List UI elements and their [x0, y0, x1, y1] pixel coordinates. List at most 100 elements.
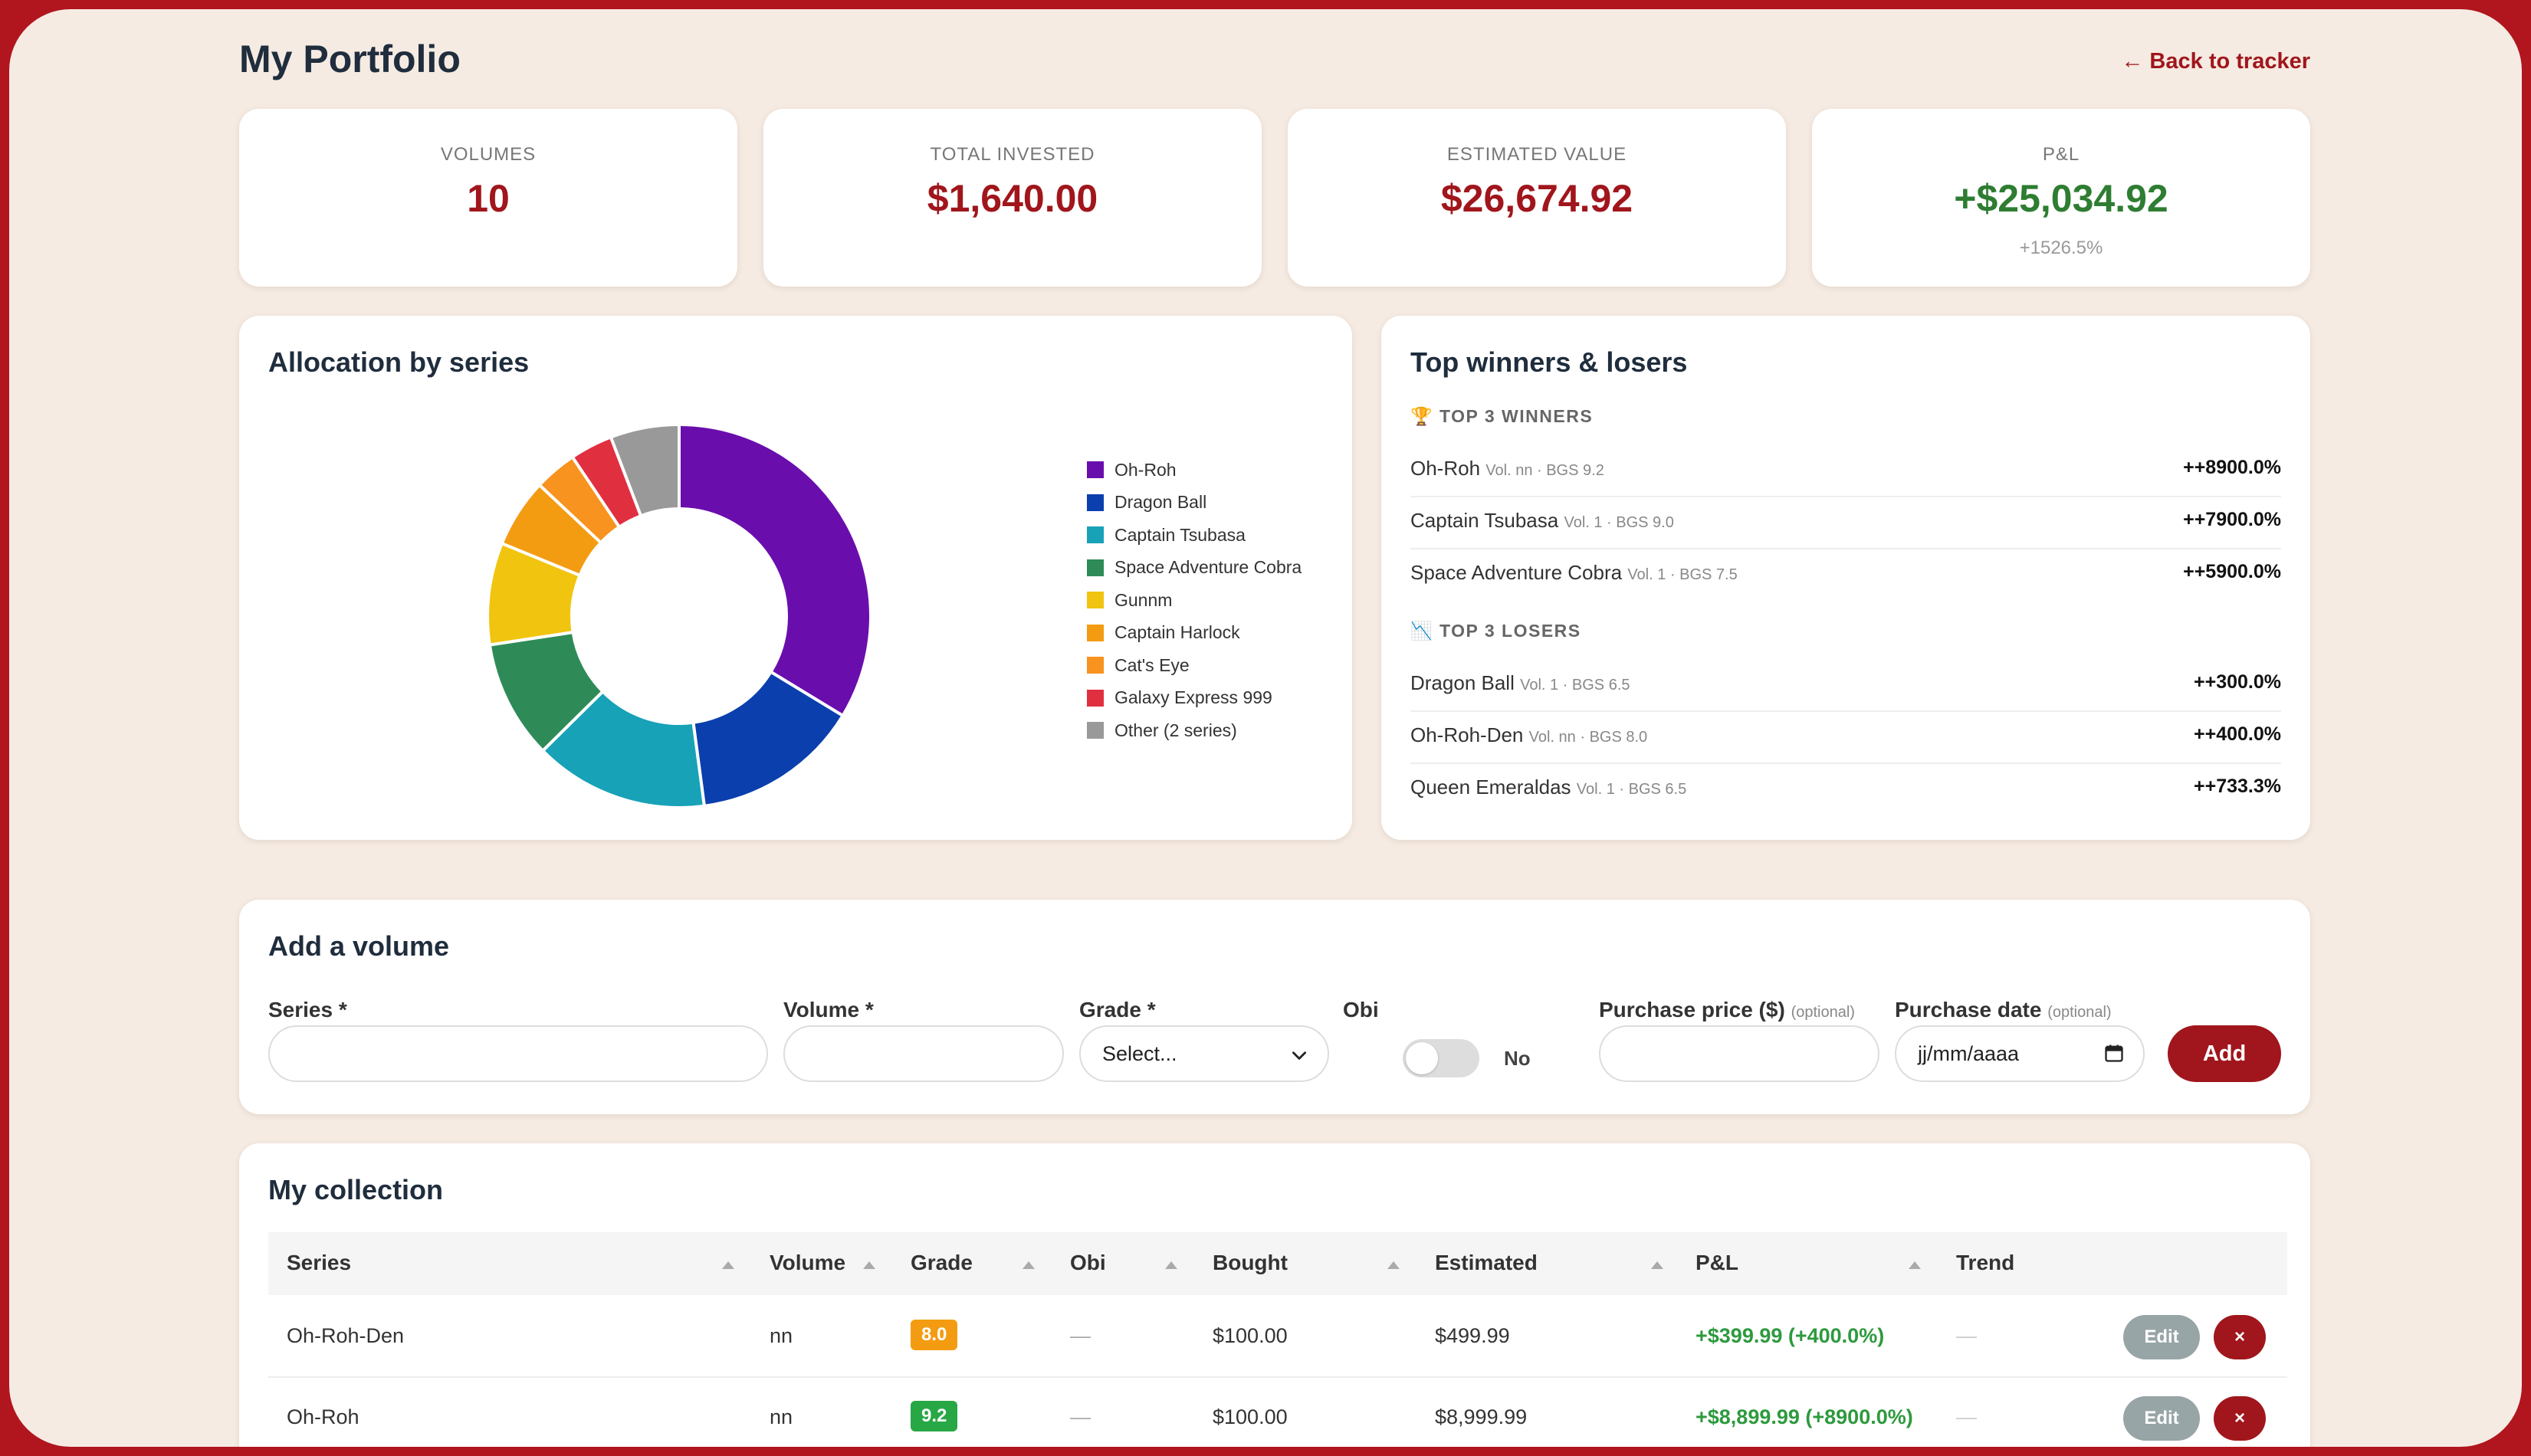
- edit-button[interactable]: Edit: [2123, 1315, 2200, 1359]
- collection-table-header: Series Volume Grade Obi Bought Estimated…: [268, 1232, 2287, 1295]
- stat-card-estimated-value: ESTIMATED VALUE $26,674.92: [1288, 109, 1786, 287]
- legend-swatch: [1087, 559, 1104, 576]
- legend-item[interactable]: Oh-Roh: [1087, 454, 1302, 487]
- back-to-tracker-link[interactable]: ← Back to tracker: [2121, 49, 2310, 74]
- grade-select[interactable]: Select...: [1079, 1025, 1329, 1082]
- legend-label: Space Adventure Cobra: [1114, 557, 1302, 578]
- collection-title: My collection: [268, 1174, 444, 1205]
- loser-series: Dragon Ball Vol. 1 · BGS 6.5: [1410, 671, 1630, 695]
- grade-select-value: Select...: [1102, 1042, 1177, 1065]
- obi-toggle-text: No: [1504, 1047, 1531, 1070]
- sort-icon[interactable]: [722, 1261, 734, 1269]
- chevron-down-icon: [1292, 1051, 1306, 1060]
- winner-series: Captain Tsubasa Vol. 1 · BGS 9.0: [1410, 509, 1674, 533]
- column-header-bought[interactable]: Bought: [1213, 1251, 1288, 1274]
- legend-swatch: [1087, 526, 1104, 544]
- cell-estimated: $499.99: [1435, 1324, 1510, 1347]
- calendar-icon[interactable]: [2103, 1042, 2125, 1064]
- edit-button[interactable]: Edit: [2123, 1396, 2200, 1441]
- column-header-estimated[interactable]: Estimated: [1435, 1251, 1538, 1274]
- legend-swatch: [1087, 461, 1104, 479]
- delete-button[interactable]: ×: [2214, 1315, 2266, 1359]
- legend-label: Captain Harlock: [1114, 622, 1240, 643]
- loser-value: ++400.0%: [2194, 723, 2281, 745]
- grade-badge: 9.2: [911, 1401, 958, 1431]
- sort-icon[interactable]: [1023, 1261, 1035, 1269]
- winner-value: ++8900.0%: [2183, 457, 2281, 478]
- allocation-card: Allocation by series Oh-Roh Dragon Ball Ca…: [239, 316, 1352, 840]
- purchase-date-label-text: Purchase date: [1895, 998, 2042, 1021]
- legend-item[interactable]: Captain Harlock: [1087, 617, 1302, 650]
- column-header-pnl[interactable]: P&L: [1696, 1251, 1738, 1274]
- cell-trend: —: [1956, 1405, 1977, 1428]
- winner-row: Oh-Roh Vol. nn · BGS 9.2 ++8900.0%: [1410, 444, 2281, 497]
- obi-toggle[interactable]: [1403, 1039, 1479, 1077]
- purchase-date-input[interactable]: jj/mm/aaaa: [1895, 1025, 2145, 1082]
- cell-bought: $100.00: [1213, 1324, 1288, 1347]
- winners-losers-card: Top winners & losers 🏆 TOP 3 WINNERS Oh-…: [1381, 316, 2310, 840]
- loser-value: ++733.3%: [2194, 776, 2281, 797]
- legend-item[interactable]: Captain Tsubasa: [1087, 519, 1302, 552]
- stat-percent: +1526.5%: [2019, 238, 2103, 258]
- column-header-obi[interactable]: Obi: [1070, 1251, 1106, 1274]
- purchase-price-input[interactable]: [1599, 1025, 1879, 1082]
- sort-icon[interactable]: [1909, 1261, 1921, 1269]
- purchase-date-value: jj/mm/aaaa: [1918, 1042, 2020, 1065]
- stat-value: $1,640.00: [927, 177, 1098, 220]
- legend-swatch: [1087, 722, 1104, 739]
- add-button[interactable]: Add: [2168, 1025, 2281, 1082]
- column-header-grade[interactable]: Grade: [911, 1251, 973, 1274]
- cell-trend: —: [1956, 1324, 1977, 1347]
- winner-series-name: Space Adventure Cobra: [1410, 561, 1623, 584]
- sort-icon[interactable]: [863, 1261, 875, 1269]
- sort-icon[interactable]: [1165, 1261, 1177, 1269]
- optional-tag: (optional): [2047, 1004, 2112, 1021]
- app-frame: My Portfolio ← Back to tracker VOLUMES 1…: [9, 9, 2522, 1447]
- winner-value: ++7900.0%: [2183, 509, 2281, 530]
- legend-item[interactable]: Dragon Ball: [1087, 487, 1302, 520]
- loser-row: Queen Emeraldas Vol. 1 · BGS 6.5 ++733.3…: [1410, 763, 2281, 815]
- stat-value: +$25,034.92: [1954, 177, 2168, 220]
- sort-icon[interactable]: [1387, 1261, 1400, 1269]
- sort-icon[interactable]: [1651, 1261, 1663, 1269]
- table-row: Oh-Roh-Den nn 8.0 — $100.00 $499.99 +$39…: [268, 1297, 2287, 1378]
- cell-series: Oh-Roh: [287, 1405, 359, 1428]
- obi-label: Obi: [1343, 998, 1379, 1021]
- add-volume-card: Add a volume Series * Volume * Grade * S…: [239, 900, 2310, 1114]
- column-header-series[interactable]: Series: [287, 1251, 352, 1274]
- series-label: Series *: [268, 998, 347, 1021]
- winner-meta: Vol. 1 · BGS 9.0: [1564, 514, 1674, 531]
- loser-meta: Vol. 1 · BGS 6.5: [1576, 781, 1687, 798]
- legend-item[interactable]: Other (2 series): [1087, 714, 1302, 747]
- legend-swatch: [1087, 592, 1104, 609]
- winner-series-name: Captain Tsubasa: [1410, 509, 1559, 532]
- series-input[interactable]: [268, 1025, 768, 1082]
- legend-item[interactable]: Gunnm: [1087, 584, 1302, 617]
- cell-volume: nn: [770, 1324, 793, 1347]
- legend-swatch: [1087, 657, 1104, 674]
- purchase-price-label: Purchase price ($) (optional): [1599, 998, 1855, 1022]
- volume-input[interactable]: [783, 1025, 1064, 1082]
- winners-losers-title: Top winners & losers: [1410, 346, 1688, 378]
- allocation-legend: Oh-Roh Dragon Ball Captain Tsubasa Space Ad…: [1087, 454, 1302, 747]
- cell-volume: nn: [770, 1405, 793, 1428]
- legend-label: Gunnm: [1114, 589, 1173, 610]
- winner-series: Space Adventure Cobra Vol. 1 · BGS 7.5: [1410, 561, 1738, 585]
- donut-slice-other-2-series-[interactable]: [609, 422, 681, 518]
- legend-item[interactable]: Space Adventure Cobra: [1087, 552, 1302, 585]
- column-header-volume[interactable]: Volume: [770, 1251, 846, 1274]
- top-losers-heading: 📉 TOP 3 LOSERS: [1410, 621, 1581, 641]
- donut-slice-oh-roh[interactable]: [678, 422, 872, 718]
- loser-series: Oh-Roh-Den Vol. nn · BGS 8.0: [1410, 723, 1647, 747]
- legend-item[interactable]: Galaxy Express 999: [1087, 682, 1302, 715]
- grade-badge: 8.0: [911, 1320, 958, 1350]
- winner-value: ++5900.0%: [2183, 561, 2281, 582]
- purchase-price-label-text: Purchase price ($): [1599, 998, 1785, 1021]
- stat-label: VOLUMES: [440, 144, 537, 165]
- legend-item[interactable]: Cat's Eye: [1087, 649, 1302, 682]
- legend-label: Galaxy Express 999: [1114, 687, 1272, 708]
- legend-swatch: [1087, 494, 1104, 511]
- loser-row: Dragon Ball Vol. 1 · BGS 6.5 ++300.0%: [1410, 659, 2281, 712]
- toggle-knob: [1406, 1042, 1438, 1074]
- delete-button[interactable]: ×: [2214, 1396, 2266, 1441]
